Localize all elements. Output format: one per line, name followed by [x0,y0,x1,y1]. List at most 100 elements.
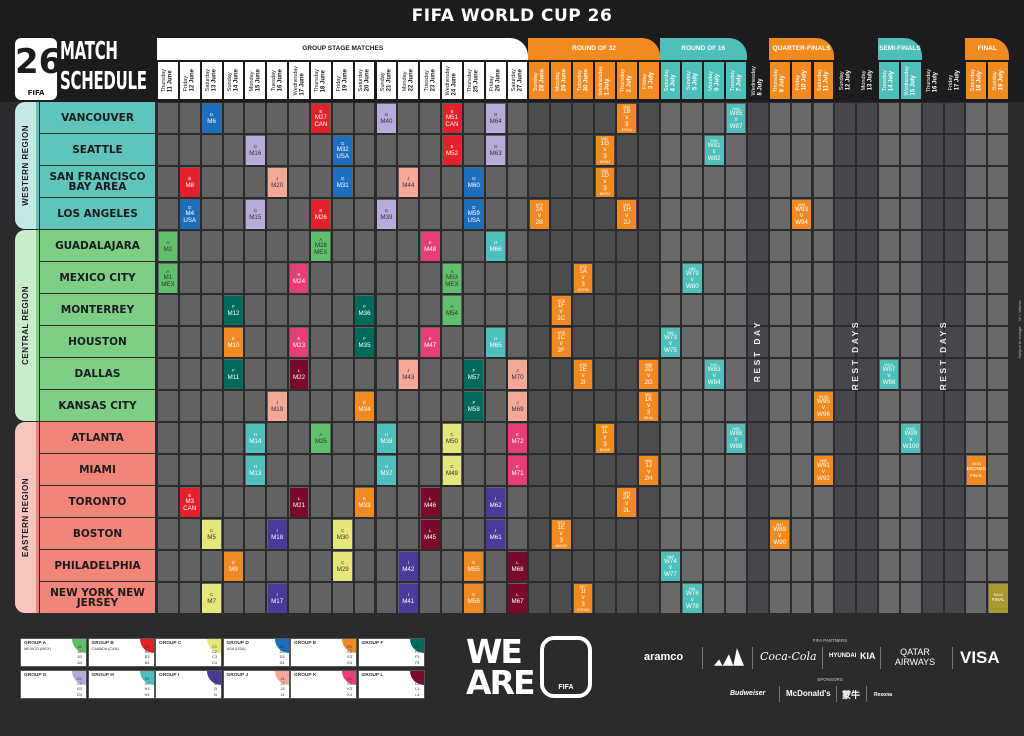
match-m34[interactable]: E M34 [355,392,374,421]
match-m66[interactable]: H M66 [486,232,506,261]
match-m5[interactable]: C M5 [202,520,222,549]
match-m25[interactable]: A M25 [311,424,331,453]
match-m79[interactable]: M79 1A v 3 CEFHI [573,264,593,293]
match-m37[interactable]: H M37 [377,456,396,485]
match-m95[interactable]: M95 W86 v W88 [726,424,746,453]
match-m39[interactable]: G M39 [377,200,396,229]
match-m76[interactable]: M76 1C v 2F [551,328,571,357]
match-m94[interactable]: M94 W81 v W82 [704,136,724,165]
match-m32[interactable]: D M32 USA [333,136,353,165]
match-m89[interactable]: M89 W74 v W77 [661,552,680,581]
match-m58[interactable]: F M58 [464,392,484,421]
match-m36[interactable]: F M36 [355,296,374,325]
match-m90[interactable]: M90 W73 v W75 [661,328,680,357]
match-m72[interactable]: K M72 [508,424,527,453]
match-m70[interactable]: J M70 [508,360,527,389]
match-m30[interactable]: C M30 [333,520,353,549]
match-m31[interactable]: D M31 [333,168,353,197]
match-m52[interactable]: B M52 [442,136,462,165]
match-m35[interactable]: F M35 [355,328,374,357]
match-m14[interactable]: H M14 [245,424,265,453]
match-m68[interactable]: L M68 [508,552,527,581]
match-m59[interactable]: D M59 USA [464,200,484,229]
match-m65[interactable]: H M65 [486,328,506,357]
match-m98[interactable]: M98 W93 v W94 [792,200,811,229]
match-m100[interactable]: M100 W95 v W96 [814,392,833,421]
match-m11[interactable]: F M11 [224,360,243,389]
match-m67[interactable]: L M67 [508,584,527,613]
match-m47[interactable]: K M47 [420,328,440,357]
match-m57[interactable]: F M57 [464,360,484,389]
match-m61[interactable]: I M61 [486,520,506,549]
match-m1[interactable]: A M1 MEX [158,264,178,293]
match-m43[interactable]: J M43 [398,360,418,389]
match-m92[interactable]: M92 W79 v W80 [682,264,702,293]
match-m20[interactable]: J M20 [267,168,287,197]
match-m84[interactable]: M84 1H v 2J [617,200,637,229]
match-m82[interactable]: M82 1G v 3 AEHIJ [595,136,615,165]
match-m99[interactable]: M99 W91 v W92 [814,456,833,485]
match-m7[interactable]: C M7 [202,584,222,613]
match-m74[interactable]: M74 1E v 3 ABCDF [551,520,571,549]
match-m42[interactable]: I M42 [398,552,418,581]
match-m46[interactable]: L M46 [420,488,440,517]
match-m3[interactable]: B M3 CAN [180,488,200,517]
match-m87[interactable]: M87 1K v 3 DEIJL [639,392,659,421]
match-m104[interactable]: M104 FINAL [988,584,1008,613]
match-m63[interactable]: G M63 [486,136,506,165]
match-m69[interactable]: J M69 [508,392,527,421]
match-m56[interactable]: E M56 [464,584,484,613]
match-m60[interactable]: D M60 [464,168,484,197]
match-m102[interactable]: M102 W99 v W100 [901,424,921,453]
match-m27[interactable]: B M27 CAN [311,104,331,133]
match-m17[interactable]: I M17 [267,584,287,613]
match-m91[interactable]: M91 W76 v W78 [682,584,702,613]
match-m45[interactable]: L M45 [420,520,440,549]
match-m83[interactable]: M83 2K v 2L [617,488,637,517]
match-m49[interactable]: C M49 [442,456,462,485]
match-m88[interactable]: M88 2D v 2G [639,360,659,389]
match-m48[interactable]: K M48 [420,232,440,261]
match-m78[interactable]: M78 2E v 2I [573,360,593,389]
match-m33[interactable]: E M33 [355,488,374,517]
match-m23[interactable]: K M23 [289,328,309,357]
match-m21[interactable]: L M21 [289,488,309,517]
match-m18[interactable]: I M18 [267,520,287,549]
match-m16[interactable]: G M16 [245,136,265,165]
match-m86[interactable]: M86 1J v 2H [639,456,659,485]
match-m2[interactable]: A M2 [158,232,178,261]
match-m50[interactable]: C M50 [442,424,462,453]
match-m4[interactable]: D M4 USA [180,200,200,229]
match-m103[interactable]: M103 BRONZE FINAL [967,456,986,485]
match-m55[interactable]: E M55 [464,552,484,581]
match-m64[interactable]: G M64 [486,104,506,133]
match-m44[interactable]: J M44 [398,168,418,197]
match-m101[interactable]: M101 W97 v W98 [879,360,899,389]
match-m73[interactable]: M73 2A v 2B [529,200,549,229]
match-m71[interactable]: K M71 [508,456,527,485]
match-m19[interactable]: J M19 [267,392,287,421]
match-m53[interactable]: A M53 MEX [442,264,462,293]
match-m24[interactable]: K M24 [289,264,309,293]
match-m93[interactable]: M93 W83 v W84 [704,360,724,389]
match-m9[interactable]: E M9 [224,552,243,581]
match-m15[interactable]: G M15 [245,200,265,229]
match-m62[interactable]: I M62 [486,488,506,517]
match-m77[interactable]: M77 1I v 3 CDFGH [573,584,593,613]
match-m28[interactable]: A M28 MEX [311,232,331,261]
match-m41[interactable]: I M41 [398,584,418,613]
match-m81[interactable]: M81 1D v 3 BEFIJ [595,168,615,197]
match-m96[interactable]: M96 W85 v W87 [726,104,746,133]
match-m10[interactable]: E M10 [224,328,243,357]
match-m97[interactable]: M97 W89 v W90 [770,520,790,549]
match-m26[interactable]: B M26 [311,200,331,229]
match-m12[interactable]: F M12 [224,296,243,325]
match-m38[interactable]: H M38 [377,424,396,453]
match-m29[interactable]: C M29 [333,552,353,581]
match-m75[interactable]: M75 1F v 2C [551,296,571,325]
match-m54[interactable]: A M54 [442,296,462,325]
match-m80[interactable]: M80 1L v 3 EHIJK [595,424,615,453]
match-m6[interactable]: D M6 [202,104,222,133]
match-m8[interactable]: B M8 [180,168,200,197]
match-m13[interactable]: H M13 [245,456,265,485]
